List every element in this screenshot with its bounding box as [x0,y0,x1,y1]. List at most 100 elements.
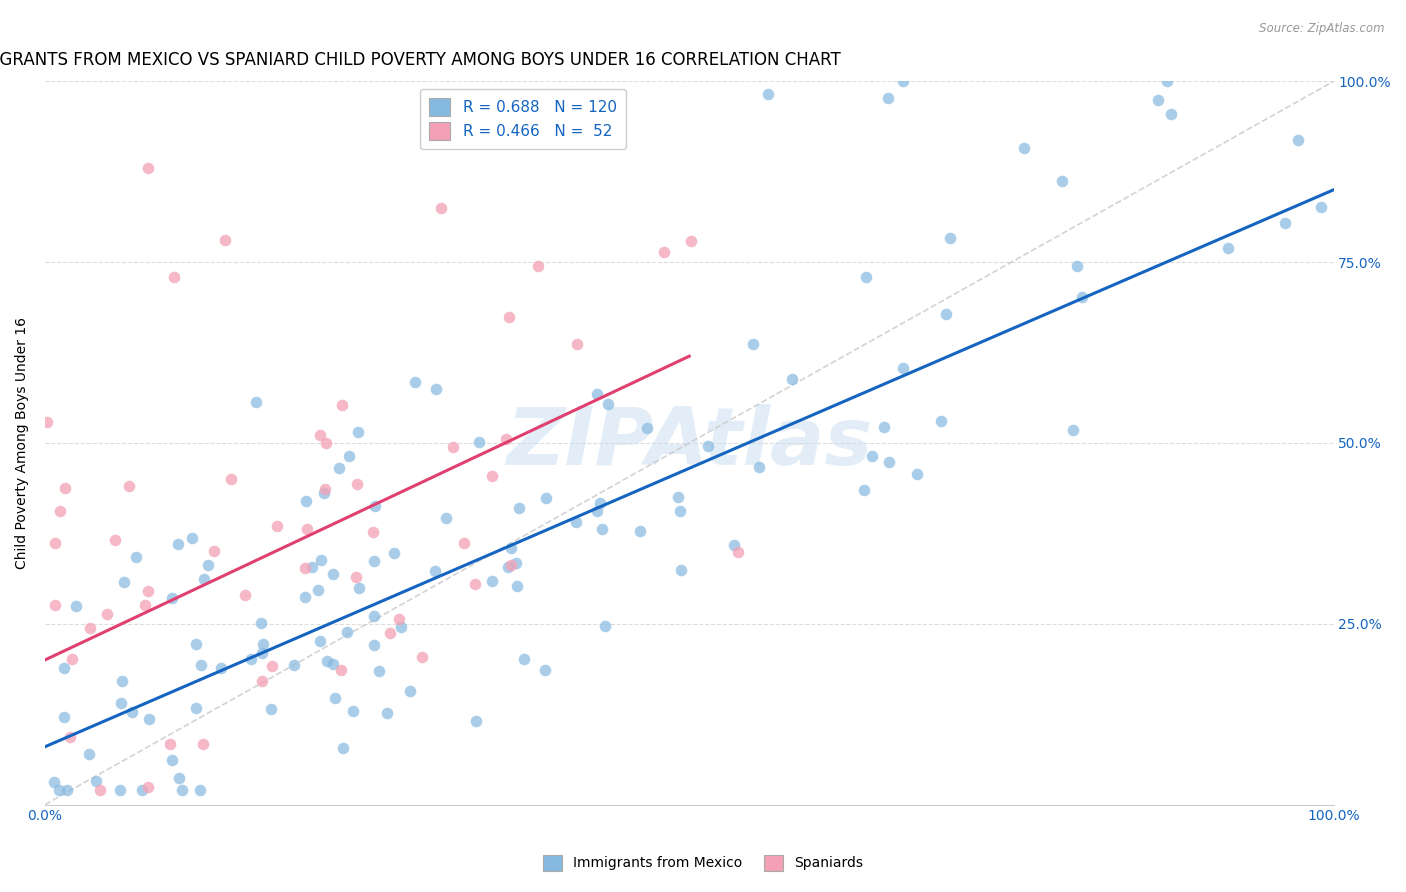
Point [593,619,616,633]
Point [363,500,385,514]
Point [344,570,367,584]
Point [411,649,433,664]
Point [328,460,350,475]
Point [188,783,211,797]
Point [669,564,692,578]
Point [652,245,675,260]
Point [498,310,520,324]
Point [214,234,236,248]
Point [527,260,550,274]
Point [266,518,288,533]
Point [378,626,401,640]
Point [55,482,77,496]
Point [780,372,803,386]
Point [464,714,486,729]
Point [309,553,332,567]
Point [160,591,183,606]
Point [190,657,212,672]
Point [496,560,519,574]
Point [180,531,202,545]
Point [375,706,398,721]
Point [322,567,344,582]
Point [315,435,337,450]
Point [136,161,159,175]
Point [250,674,273,689]
Point [44,536,66,550]
Point [308,428,330,442]
Point [260,658,283,673]
Point [669,504,692,518]
Legend: R = 0.688   N = 120, R = 0.466   N =  52: R = 0.688 N = 120, R = 0.466 N = 52 [420,89,626,149]
Point [679,235,702,249]
Point [294,494,316,508]
Point [202,544,225,558]
Point [368,664,391,678]
Point [249,616,271,631]
Point [891,74,914,88]
Point [48,783,70,797]
Point [852,483,875,498]
Y-axis label: Child Poverty Among Boys Under 16: Child Poverty Among Boys Under 16 [15,317,30,569]
Point [481,469,503,483]
Point [872,420,894,434]
Point [160,753,183,767]
Point [260,702,283,716]
Point [481,574,503,589]
Point [505,579,527,593]
Point [1274,216,1296,230]
Point [346,425,368,439]
Point [935,307,957,321]
Point [398,684,420,698]
Text: Source: ZipAtlas.com: Source: ZipAtlas.com [1260,22,1385,36]
Point [337,449,360,463]
Point [294,561,316,575]
Point [1156,74,1178,88]
Point [1052,174,1074,188]
Point [384,546,406,560]
Point [501,558,523,573]
Point [1071,290,1094,304]
Point [1014,140,1036,154]
Point [441,440,464,454]
Point [349,582,371,596]
Text: ZIPAtlas: ZIPAtlas [506,404,872,482]
Point [44,598,66,612]
Point [499,541,522,555]
Point [727,544,749,558]
Point [513,652,536,666]
Point [52,661,75,675]
Point [464,576,486,591]
Point [589,496,612,510]
Point [329,663,352,677]
Point [159,737,181,751]
Point [508,501,530,516]
Point [346,477,368,491]
Point [330,398,353,412]
Point [1147,93,1170,107]
Point [666,491,689,505]
Point [245,395,267,409]
Point [131,783,153,797]
Point [136,584,159,599]
Point [495,433,517,447]
Point [136,780,159,794]
Point [423,564,446,578]
Point [240,651,263,665]
Point [425,382,447,396]
Point [363,638,385,652]
Text: IMMIGRANTS FROM MEXICO VS SPANIARD CHILD POVERTY AMONG BOYS UNDER 16 CORRELATION: IMMIGRANTS FROM MEXICO VS SPANIARD CHILD… [0,51,841,69]
Point [197,558,219,573]
Point [315,654,337,668]
Point [125,550,148,565]
Point [742,337,765,351]
Point [35,415,58,429]
Point [172,783,194,797]
Point [586,504,609,518]
Point [342,704,364,718]
Point [723,537,745,551]
Legend: Immigrants from Mexico, Spaniards: Immigrants from Mexico, Spaniards [537,849,869,876]
Point [361,524,384,539]
Point [104,533,127,547]
Point [111,673,134,688]
Point [193,572,215,586]
